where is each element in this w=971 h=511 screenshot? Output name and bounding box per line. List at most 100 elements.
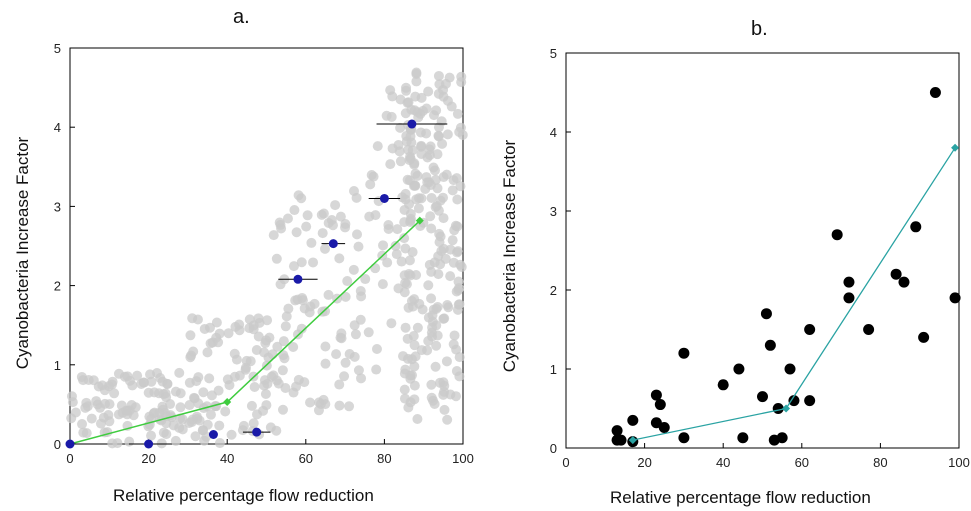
chart-b-y-tick-label: 0 <box>550 441 557 456</box>
chart-a-background-point <box>348 264 359 275</box>
chart-a-background-point <box>450 220 461 231</box>
chart-a-background-point <box>360 274 371 285</box>
chart-a-background-point <box>77 419 88 430</box>
chart-a-background-point <box>113 409 124 420</box>
chart-b-data-point <box>890 268 902 280</box>
chart-a-background-point <box>282 213 293 224</box>
chart-a-background-point <box>66 391 77 402</box>
chart-a-background-point <box>436 246 447 257</box>
chart-a-background-point <box>112 438 123 449</box>
chart-a-background-point <box>366 170 377 181</box>
chart-b-fit-node <box>628 436 637 445</box>
chart-a-background-point <box>433 131 444 142</box>
chart-a-background-point <box>155 372 166 383</box>
chart-a-background-point <box>400 364 411 375</box>
chart-b-data-point <box>650 389 662 401</box>
chart-a-background-point <box>411 194 422 205</box>
chart-a-background-point <box>340 357 351 368</box>
chart-b-ylabel: Cyanobacteria Increase Factor <box>500 139 519 373</box>
chart-b-xlabel: Relative percentage flow reduction <box>610 488 871 507</box>
chart-a-background-point <box>416 345 427 356</box>
chart-a-background-point <box>438 313 449 324</box>
chart-a-background-point <box>402 333 413 344</box>
chart-a-background-point <box>353 365 364 376</box>
chart-a-background-point <box>258 405 269 416</box>
chart-a-background-point <box>315 399 326 410</box>
chart-a-background-point <box>349 320 360 331</box>
chart-a-background-point <box>278 336 289 347</box>
chart-a-background-point <box>405 208 416 219</box>
chart-a-background-point <box>371 364 382 375</box>
chart-a-background-point <box>273 378 284 389</box>
chart-panel-a: 0 20 40 60 80 100 0 1 2 3 4 5 a. Relative percentag… <box>0 0 485 511</box>
chart-a-background-point <box>378 240 389 251</box>
chart-a-background-point <box>390 240 401 251</box>
chart-a-background-point <box>426 293 437 304</box>
chart-a-ylabel: Cyanobacteria Increase Factor <box>13 136 32 370</box>
chart-a-background-point <box>220 406 231 417</box>
chart-a-background-point <box>442 414 453 425</box>
chart-a-background-point <box>401 279 412 290</box>
chart-a-background-point <box>439 404 450 415</box>
chart-a-background-point <box>424 150 435 161</box>
chart-b-y-tick-label: 4 <box>550 125 557 140</box>
chart-a-background-point <box>249 382 260 393</box>
chart-a-mean-point <box>208 429 218 439</box>
chart-a-background-point <box>416 148 427 159</box>
chart-a-background-point <box>280 321 291 332</box>
chart-a-background-point <box>106 379 117 390</box>
chart-a-background-point <box>162 378 173 389</box>
chart-a-x-tick-label: 80 <box>377 451 391 466</box>
chart-a-background-point <box>400 108 411 119</box>
chart-a-background-point <box>403 268 414 279</box>
chart-a-background-point <box>385 159 396 170</box>
chart-b-data-point <box>804 395 816 407</box>
chart-a-background-point <box>382 257 393 268</box>
chart-a-background-point <box>334 253 345 264</box>
chart-a-background-point <box>424 259 435 270</box>
chart-a-background-point <box>400 322 411 333</box>
chart-a-background-point <box>403 353 414 364</box>
chart-a-background-point <box>82 401 93 412</box>
chart-a-background-point <box>434 237 445 248</box>
chart-a-background-point <box>396 256 407 267</box>
chart-a-x-tick-label: 0 <box>66 451 73 466</box>
chart-a-background-point <box>319 243 330 254</box>
chart-a-background-point <box>276 223 287 234</box>
chart-a-fit-node <box>415 216 424 225</box>
chart-a-background-point <box>441 169 452 180</box>
chart-a-background-point <box>223 328 234 339</box>
chart-b-y-tick-label: 1 <box>550 362 557 377</box>
chart-a-background-point <box>127 380 138 391</box>
chart-a-background-point <box>400 188 411 199</box>
chart-a-background-point <box>363 327 374 338</box>
chart-a-background-point <box>405 397 416 408</box>
chart-a-background-point <box>446 101 457 112</box>
chart-a-background-point <box>317 228 328 239</box>
chart-b-plot: 0 20 40 60 80 100 0 1 2 3 4 5 <box>550 46 970 470</box>
chart-a-plot-frame <box>69 47 464 445</box>
chart-a-background-point <box>136 378 147 389</box>
chart-a-background-point <box>253 331 264 342</box>
chart-a-background-point <box>431 105 442 116</box>
chart-b-fit-node <box>951 143 960 152</box>
chart-a-background-point <box>205 338 216 349</box>
chart-a-background-point <box>391 249 402 260</box>
chart-a-background-point <box>433 269 444 280</box>
chart-a-background-point <box>447 185 458 196</box>
chart-a-background-point <box>401 82 412 93</box>
chart-a-background-point <box>268 230 279 241</box>
chart-a-background-point <box>104 399 115 410</box>
chart-a-background-point <box>81 428 92 439</box>
chart-a-background-point <box>259 380 270 391</box>
chart-a-background-point <box>372 141 383 152</box>
chart-a-background-point <box>442 129 453 140</box>
chart-a-background-point <box>387 91 398 102</box>
chart-a-background-point <box>260 338 271 349</box>
chart-a-background-point <box>334 379 345 390</box>
chart-a-background-point <box>452 108 463 119</box>
chart-a-background-point <box>350 329 361 340</box>
chart-a-background-point <box>302 210 313 221</box>
chart-a-background-point <box>193 398 204 409</box>
chart-a-background-point <box>409 159 420 170</box>
